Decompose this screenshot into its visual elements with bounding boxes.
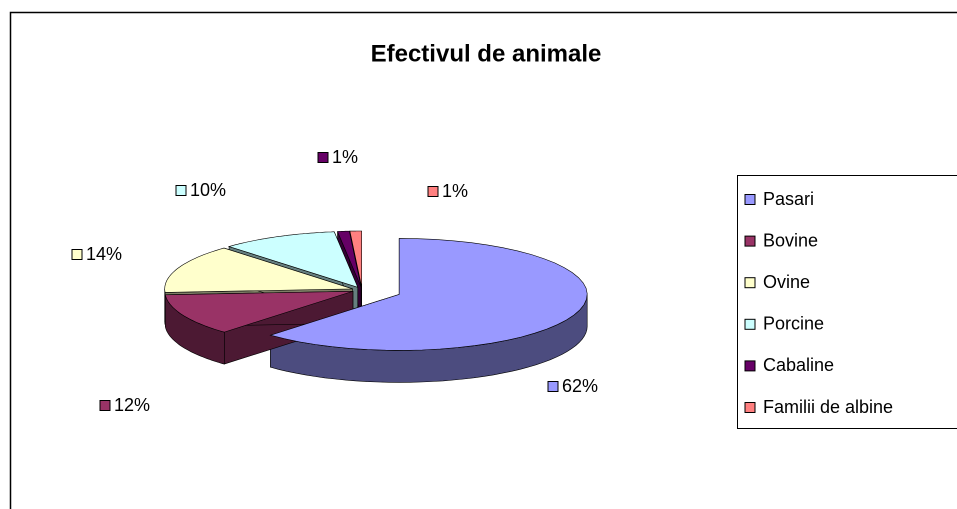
data-label: 10%: [190, 180, 226, 200]
slice: [227, 231, 359, 288]
label-key: [71, 249, 83, 260]
label-key: [317, 152, 329, 163]
legend-box: [737, 175, 957, 429]
data-label: 14%: [86, 244, 122, 264]
legend-key: [744, 235, 756, 247]
slice: [269, 238, 588, 351]
legend-label: Cabaline: [763, 355, 834, 375]
slice: [349, 230, 363, 288]
data-label: 62%: [562, 376, 598, 396]
legend-label: Pasari: [763, 189, 814, 209]
slice: [164, 247, 353, 293]
legend-key: [744, 277, 756, 289]
data-label: 1%: [332, 147, 358, 167]
legend-label: Ovine: [763, 272, 810, 292]
label-key: [547, 381, 559, 392]
legend-key: [744, 194, 756, 205]
legend-label: Familii de albine: [763, 397, 893, 417]
label-key: [175, 185, 187, 196]
chart-title: Efectivul de animale: [371, 40, 602, 67]
legend-key: [744, 318, 756, 330]
data-label: 12%: [114, 395, 150, 415]
legend-key: [744, 360, 756, 372]
label-key: [427, 186, 439, 197]
legend-label: Bovine: [763, 230, 818, 250]
legend-label: Porcine: [763, 314, 824, 334]
data-label: 1%: [442, 181, 468, 201]
label-key: [99, 400, 111, 411]
slice: [164, 290, 354, 333]
slice: [337, 230, 362, 288]
legend-key: [744, 402, 756, 413]
